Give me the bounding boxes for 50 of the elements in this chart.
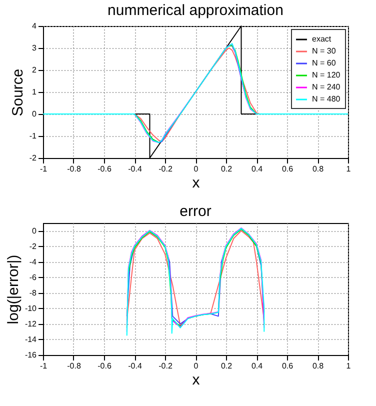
legend-label: N = 480: [312, 94, 341, 104]
y-tick-label: 1: [32, 88, 38, 96]
x-tick-label: 0.2: [220, 164, 233, 174]
y-tick-label: -6: [29, 272, 38, 282]
x-tick-label: -0.2: [158, 164, 173, 174]
legend-label: exact: [312, 34, 332, 44]
y-tick-label: 3: [32, 44, 38, 52]
x-tick-label: 0: [194, 164, 199, 174]
x-tick-label: -0.8: [67, 164, 82, 174]
chart-title: error: [180, 203, 212, 220]
x-tick-label: -1: [40, 164, 48, 174]
legend-label: N = 240: [312, 82, 341, 92]
y-tick-label: -8: [29, 288, 38, 298]
y-tick-label: -10: [24, 304, 38, 313]
y-tick-label: -12: [24, 319, 38, 328]
x-tick-label: 0: [194, 362, 199, 370]
x-tick-label: 1: [346, 164, 352, 174]
x-tick-label: -0.4: [128, 164, 142, 174]
y-tick-label: 2: [32, 66, 38, 74]
legend-label: N = 120: [312, 70, 341, 80]
x-tick-label: -0.6: [98, 362, 112, 370]
x-axis-title: x: [192, 174, 200, 192]
y-tick-label: 0: [32, 110, 38, 118]
x-tick-label: 0.4: [251, 164, 264, 174]
x-tick-label: 0.8: [312, 164, 324, 174]
x-tick-label: 0.6: [282, 164, 294, 174]
y-tick-label: 0: [32, 226, 38, 236]
x-tick-label: 0.4: [251, 362, 264, 370]
y-tick-label: -1: [29, 132, 38, 140]
y-axis-title: Source: [9, 68, 26, 116]
y-axis-title: log(|error|): [4, 254, 22, 324]
x-tick-label: -0.4: [128, 362, 142, 370]
x-tick-label: 0.2: [220, 362, 233, 370]
x-tick-label: 1: [346, 362, 352, 370]
x-tick-label: -0.2: [158, 362, 173, 370]
x-tick-label: 0.8: [312, 362, 324, 370]
x-tick-label: -0.6: [98, 164, 112, 174]
y-tick-label: -16: [24, 350, 38, 360]
y-tick-label: -4: [29, 257, 38, 266]
y-tick-label: 4: [32, 22, 38, 30]
legend-label: N = 30: [312, 46, 336, 56]
legend-label: N = 60: [312, 58, 336, 68]
y-tick-label: -14: [24, 334, 38, 344]
y-tick-label: -2: [29, 154, 38, 162]
chart-title: nummerical approximation: [108, 2, 284, 19]
x-tick-label: -1: [40, 362, 48, 370]
x-tick-label: 0.6: [282, 362, 294, 370]
x-tick-label: -0.8: [67, 362, 82, 370]
y-tick-label: -2: [29, 242, 38, 251]
x-axis-title: x: [192, 372, 200, 388]
